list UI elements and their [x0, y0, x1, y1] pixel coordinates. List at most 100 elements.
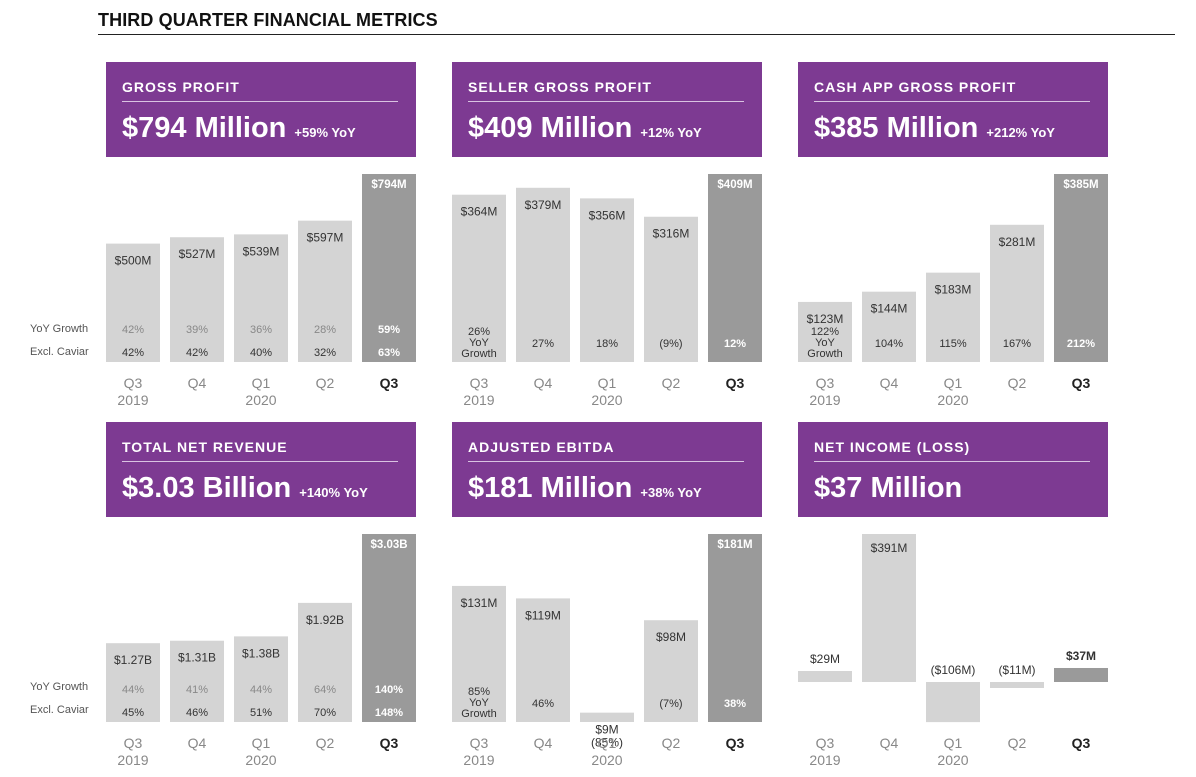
x-tick-year: 2019 [809, 392, 840, 408]
bar-2 [170, 640, 224, 722]
bar-4 [644, 216, 698, 362]
growth-label: 42% [122, 324, 144, 336]
x-tick-label: Q2 [1008, 735, 1027, 751]
bar-3 [926, 272, 980, 362]
bar-3 [580, 198, 634, 362]
bar-3 [580, 712, 634, 722]
bar-1 [106, 643, 160, 722]
panel-cash-app-gross-profit: CASH APP GROSS PROFIT $385 Million +212% … [798, 62, 1108, 412]
growth-label: (7%) [659, 698, 682, 710]
metric-value: $3.03 Billion [122, 472, 292, 504]
growth-label: 39% [186, 324, 208, 336]
growth-label: 64% [314, 684, 336, 696]
x-tick-label: Q2 [316, 735, 335, 751]
metric-value: $385 Million [814, 112, 979, 144]
bar-4 [298, 602, 352, 722]
gross-profit-chart: $500M42%42%Q32019$527M39%42%Q4$539M36%40… [106, 174, 416, 408]
metric-headline: $409 Million +12% YoY [468, 112, 702, 145]
growth-label: 167% [1003, 338, 1031, 350]
x-tick-label: Q1 [598, 375, 617, 391]
x-tick-label: Q1 [944, 735, 963, 751]
value-label: $9M [595, 723, 618, 737]
value-label: $181M [717, 539, 752, 551]
x-tick-label: Q1 [944, 375, 963, 391]
value-label: $29M [810, 652, 840, 666]
growth-label: 44% [122, 684, 144, 696]
metric-label: GROSS PROFIT [122, 79, 240, 95]
x-tick-label: Q3 [124, 735, 143, 751]
value-label: $364M [461, 205, 498, 219]
value-label: $3.03B [370, 539, 407, 551]
bar-2 [516, 187, 570, 362]
header-divider [814, 461, 1090, 462]
metric-label: SELLER GROSS PROFIT [468, 79, 652, 95]
bar-3 [926, 682, 980, 723]
x-tick-label: Q3 [1072, 375, 1091, 391]
caviar-label: 70% [314, 707, 336, 719]
value-label: $379M [525, 198, 562, 212]
value-label: $597M [307, 231, 344, 245]
x-tick-year: 2020 [937, 752, 968, 768]
value-label: $131M [461, 596, 498, 610]
panel-net-income: NET INCOME (LOSS) $37 Million $29M Q3 2019… [798, 422, 1108, 772]
caviar-label: 51% [250, 707, 272, 719]
growth-label: 122% [811, 326, 839, 338]
header-divider [814, 101, 1090, 102]
x-tick-label: Q4 [880, 375, 899, 391]
x-tick-label: Q1 [252, 735, 271, 751]
value-label: $316M [653, 227, 690, 241]
x-tick-label: Q1 [598, 735, 617, 751]
metric-value: $409 Million [468, 112, 633, 144]
metric-header: CASH APP GROSS PROFIT $385 Million +212% … [798, 62, 1108, 157]
total-net-revenue-chart: $1.27B44%45%Q32019$1.31B41%46%Q4$1.38B44… [106, 534, 416, 768]
bar-5 [362, 174, 416, 362]
x-tick-year: 2020 [591, 752, 622, 768]
header-divider [468, 101, 744, 102]
metric-value: $37 Million [814, 472, 963, 504]
metric-headline: $37 Million [814, 472, 970, 505]
x-tick-year: 2020 [245, 392, 276, 408]
panel-total-net-revenue: TOTAL NET REVENUE $3.03 Billion +140% YoY… [106, 422, 416, 772]
bar-3 [234, 234, 288, 362]
x-tick-label: Q3 [816, 735, 835, 751]
value-label: $1.27B [114, 653, 152, 667]
growth-label: 44% [250, 684, 272, 696]
growth-label: YoY [815, 337, 835, 349]
growth-label: 85% [468, 686, 490, 698]
growth-label: YoY [469, 697, 489, 709]
growth-label: 28% [314, 324, 336, 336]
row-label-excl-caviar: Excl. Caviar [30, 346, 89, 358]
adjusted-ebitda-chart: $131M85%YoYGrowthQ32019$119M46%Q4$9M(85%… [452, 534, 762, 768]
x-tick-label: Q4 [188, 375, 207, 391]
bar-5 [708, 534, 762, 722]
bar-4 [644, 620, 698, 722]
x-tick-year: 2020 [245, 752, 276, 768]
x-tick-label: Q4 [880, 735, 899, 751]
metric-label: CASH APP GROSS PROFIT [814, 79, 1017, 95]
value-label: $1.38B [242, 646, 280, 660]
bar-2 [516, 598, 570, 722]
x-tick-label: Q1 [252, 375, 271, 391]
x-tick-label: Q4 [188, 735, 207, 751]
value-label: $183M [935, 283, 972, 297]
x-tick-label: Q3 [1072, 735, 1091, 751]
metric-yoy: +38% YoY [640, 485, 702, 500]
metric-value: $181 Million [468, 472, 633, 504]
metric-label: NET INCOME (LOSS) [814, 439, 971, 455]
x-tick-label: Q3 [726, 375, 745, 391]
metric-value: $794 Million [122, 112, 287, 144]
panel-seller-gross-profit: SELLER GROSS PROFIT $409 Million +12% YoY… [452, 62, 762, 412]
bar-2 [170, 237, 224, 362]
x-tick-label: Q3 [470, 375, 489, 391]
panel-gross-profit: GROSS PROFIT $794 Million +59% YoY $500M 4… [106, 62, 416, 412]
metric-headline: $181 Million +38% YoY [468, 472, 702, 505]
growth-label: Growth [461, 708, 496, 720]
x-tick-year: 2019 [809, 752, 840, 768]
growth-label: 38% [724, 698, 746, 710]
bar-1 [798, 671, 852, 682]
metric-yoy: +212% YoY [986, 125, 1055, 140]
bar-5 [1054, 667, 1108, 682]
header-divider [122, 461, 398, 462]
x-tick-year: 2019 [117, 392, 148, 408]
metric-headline: $794 Million +59% YoY [122, 112, 356, 145]
